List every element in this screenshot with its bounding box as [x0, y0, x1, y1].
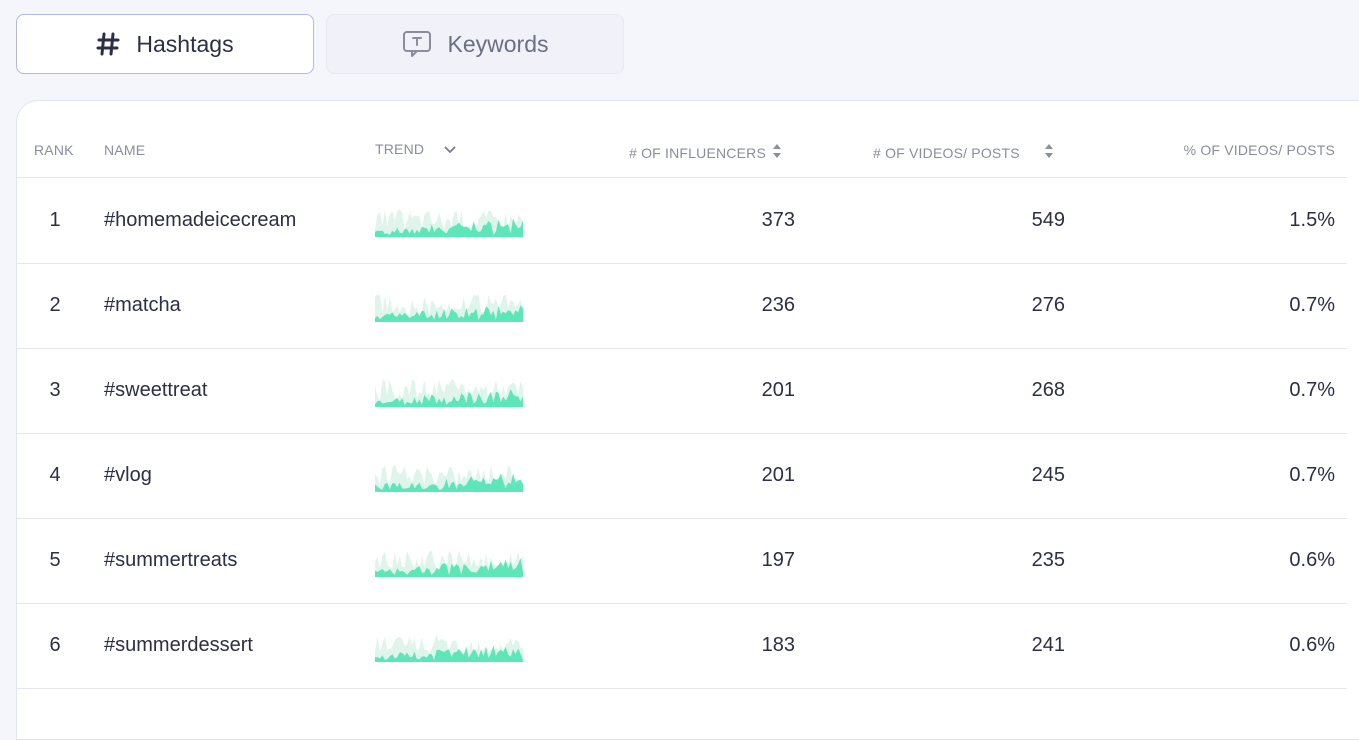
influencers-count: 201 [761, 379, 795, 401]
trend-sparkline [375, 178, 525, 263]
videos-percent: 0.7% [1289, 294, 1335, 316]
tab-label: Hashtags [136, 30, 234, 57]
rank-cell: 4 [49, 464, 61, 486]
videos-percent: 0.7% [1289, 379, 1335, 401]
column-header-rank: RANK [34, 142, 74, 158]
table-header: RANK NAME TREND # OF INFLUENCERS # OF VI… [17, 101, 1347, 178]
videos-percent: 0.6% [1289, 634, 1335, 656]
tab-hashtags[interactable]: Hashtags [16, 14, 314, 74]
sort-icon[interactable] [772, 142, 782, 163]
column-header-label: NAME [104, 142, 146, 158]
hashtag-name[interactable]: #sweettreat [104, 379, 208, 401]
table-row[interactable]: 3 #sweettreat 201 268 0.7% [17, 348, 1347, 434]
videos-count: 235 [1031, 549, 1065, 571]
column-header-label: # OF VIDEOS/ POSTS [873, 144, 1020, 161]
column-header-name: NAME [104, 142, 145, 158]
hashtag-name[interactable]: #summertreats [104, 549, 238, 571]
hashtag-name[interactable]: #summerdessert [104, 634, 253, 656]
tab-bar: Hashtags Keywords [16, 14, 624, 74]
videos-percent: 1.5% [1289, 209, 1335, 231]
videos-count: 268 [1031, 379, 1065, 401]
table-row[interactable]: 6 #summerdessert 183 241 0.6% [17, 603, 1347, 689]
hashtag-name[interactable]: #vlog [104, 464, 152, 486]
sort-icon[interactable] [1044, 142, 1054, 163]
videos-percent: 0.6% [1289, 549, 1335, 571]
keyword-bubble-icon [402, 30, 432, 58]
rank-cell: 6 [49, 634, 61, 656]
trend-sparkline [375, 263, 525, 348]
column-header-percent: % OF VIDEOS/ POSTS [1184, 142, 1335, 158]
rank-cell: 1 [49, 209, 61, 231]
tab-keywords[interactable]: Keywords [326, 14, 624, 74]
column-header-label: # OF INFLUENCERS [629, 144, 766, 161]
influencers-count: 201 [761, 464, 795, 486]
hash-icon [96, 32, 120, 56]
table-row[interactable]: 4 #vlog 201 245 0.7% [17, 433, 1347, 519]
videos-count: 276 [1031, 294, 1065, 316]
videos-percent: 0.7% [1289, 464, 1335, 486]
column-header-trend[interactable]: TREND [375, 141, 456, 157]
table-row[interactable]: 1 #homemadeicecream 373 549 1.5% [17, 178, 1347, 264]
rank-cell: 5 [49, 549, 61, 571]
trend-sparkline [375, 348, 525, 433]
rank-cell: 2 [49, 294, 61, 316]
trend-sparkline [375, 518, 525, 603]
column-header-label: TREND [375, 141, 425, 157]
column-header-label: % OF VIDEOS/ POSTS [1183, 142, 1335, 158]
videos-count: 241 [1031, 634, 1065, 656]
table-row[interactable]: 2 #matcha 236 276 0.7% [17, 263, 1347, 349]
trend-sparkline [375, 433, 525, 518]
column-header-videos[interactable]: # OF VIDEOS/ POSTS [873, 142, 1054, 163]
videos-count: 549 [1031, 209, 1065, 231]
videos-count: 245 [1031, 464, 1065, 486]
hashtag-name[interactable]: #homemadeicecream [104, 209, 297, 231]
tab-label: Keywords [447, 30, 549, 57]
trend-sparkline [375, 603, 525, 688]
column-header-label: RANK [34, 142, 74, 158]
influencers-count: 373 [761, 209, 795, 231]
influencers-count: 197 [761, 549, 795, 571]
chevron-down-icon[interactable] [444, 141, 456, 157]
rank-cell: 3 [49, 379, 61, 401]
column-header-influencers[interactable]: # OF INFLUENCERS [629, 142, 782, 163]
influencers-count: 183 [761, 634, 795, 656]
influencers-count: 236 [761, 294, 795, 316]
hashtag-table: RANK NAME TREND # OF INFLUENCERS # OF VI… [16, 100, 1359, 740]
hashtag-name[interactable]: #matcha [104, 294, 181, 316]
table-row[interactable]: 5 #summertreats 197 235 0.6% [17, 518, 1347, 604]
